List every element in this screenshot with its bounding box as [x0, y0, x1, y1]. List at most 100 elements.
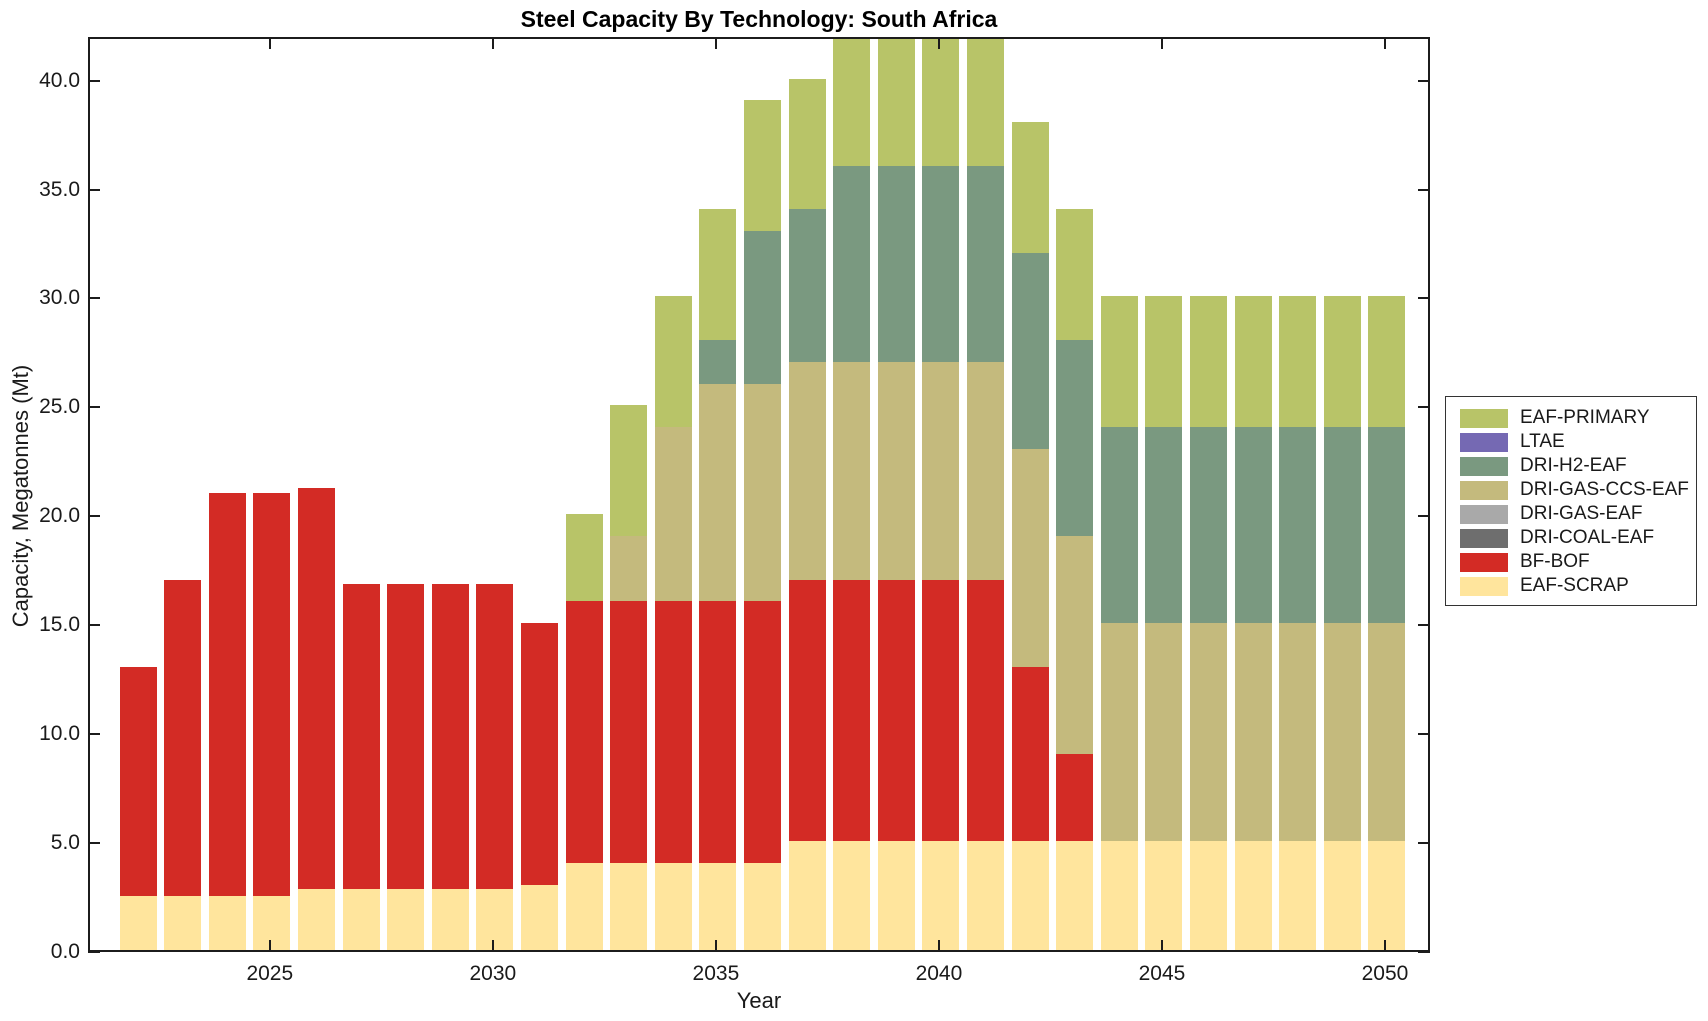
- bar-2039-BF-BOF: [877, 579, 915, 842]
- y-tick-left: [88, 79, 100, 82]
- y-tick-right: [1418, 297, 1430, 300]
- legend-row-DRI-GAS-CCS-EAF: DRI-GAS-CCS-EAF: [1446, 478, 1696, 502]
- bar-2033-EAF-PRIMARY: [610, 405, 648, 537]
- bar-2048-DRI-H2-EAF: [1279, 427, 1317, 624]
- bar-2033-EAF-SCRAP: [610, 862, 648, 950]
- bar-2040-DRI-H2-EAF: [922, 165, 960, 362]
- bar-2037-BF-BOF: [788, 579, 826, 842]
- bar-2037-DRI-H2-EAF: [788, 209, 826, 362]
- legend-swatch-DRI-GAS-EAF: [1460, 504, 1508, 524]
- bar-2028-BF-BOF: [387, 584, 425, 889]
- bar-2024-EAF-SCRAP: [208, 895, 246, 950]
- bar-2037-DRI-GAS-CCS-EAF: [788, 361, 826, 580]
- bar-2026-EAF-SCRAP: [297, 889, 335, 950]
- bar-2032-EAF-SCRAP: [565, 862, 603, 950]
- bar-2037-EAF-PRIMARY: [788, 78, 826, 210]
- bar-2029-BF-BOF: [431, 584, 469, 889]
- y-axis-label: Capacity, Megatonnes (Mt): [8, 364, 33, 628]
- bar-2025-BF-BOF: [253, 492, 291, 896]
- bar-2027-EAF-SCRAP: [342, 889, 380, 950]
- bar-2047-EAF-PRIMARY: [1234, 296, 1272, 428]
- chart-title: Steel Capacity By Technology: South Afri…: [520, 6, 998, 32]
- bar-2023-EAF-SCRAP: [164, 895, 202, 950]
- bar-2045-DRI-H2-EAF: [1145, 427, 1183, 624]
- bar-2031-BF-BOF: [520, 623, 558, 885]
- x-tick-bottom: [268, 940, 271, 952]
- bar-2041-EAF-PRIMARY: [967, 39, 1005, 166]
- bar-2046-DRI-H2-EAF: [1190, 427, 1228, 624]
- x-tick-top: [1160, 37, 1163, 49]
- bar-2041-DRI-GAS-CCS-EAF: [967, 361, 1005, 580]
- y-tick-left: [88, 297, 100, 300]
- bar-2032-EAF-PRIMARY: [565, 514, 603, 602]
- bar-2045-EAF-SCRAP: [1145, 841, 1183, 950]
- x-tick-label: 2025: [246, 962, 294, 985]
- bar-2042-EAF-PRIMARY: [1011, 122, 1049, 253]
- y-tick-right: [1418, 188, 1430, 191]
- bar-2047-DRI-GAS-CCS-EAF: [1234, 623, 1272, 842]
- legend-row-EAF-SCRAP: EAF-SCRAP: [1446, 574, 1696, 598]
- bar-2038-DRI-GAS-CCS-EAF: [833, 361, 871, 580]
- bar-2050-DRI-H2-EAF: [1368, 427, 1406, 624]
- y-tick-left: [88, 733, 100, 736]
- legend-row-EAF-PRIMARY: EAF-PRIMARY: [1446, 406, 1696, 430]
- bar-2026-BF-BOF: [297, 488, 335, 889]
- bar-2036-EAF-PRIMARY: [743, 100, 781, 232]
- y-tick-right: [1418, 79, 1430, 82]
- bar-2048-EAF-PRIMARY: [1279, 296, 1317, 428]
- bar-2043-DRI-H2-EAF: [1056, 340, 1094, 537]
- bar-2044-DRI-H2-EAF: [1100, 427, 1138, 624]
- x-tick-top: [268, 37, 271, 49]
- bar-2037-EAF-SCRAP: [788, 841, 826, 950]
- bar-2043-BF-BOF: [1056, 753, 1094, 842]
- bar-2035-EAF-PRIMARY: [699, 209, 737, 340]
- y-tick-label: 30.0: [39, 286, 80, 310]
- bar-2049-EAF-SCRAP: [1323, 841, 1361, 950]
- bar-2035-BF-BOF: [699, 601, 737, 863]
- x-tick-label: 2050: [1361, 962, 1409, 985]
- x-tick-label: 2035: [692, 962, 740, 985]
- bar-2050-EAF-SCRAP: [1368, 841, 1406, 950]
- x-tick-top: [491, 37, 494, 49]
- bar-2029-EAF-SCRAP: [431, 889, 469, 950]
- legend-label: EAF-SCRAP: [1520, 575, 1629, 596]
- bar-2042-EAF-SCRAP: [1011, 841, 1049, 950]
- y-tick-left: [88, 406, 100, 409]
- bar-2048-DRI-GAS-CCS-EAF: [1279, 623, 1317, 842]
- x-tick-bottom: [1383, 940, 1386, 952]
- bar-2042-DRI-H2-EAF: [1011, 252, 1049, 449]
- y-tick-label: 25.0: [39, 395, 80, 419]
- bar-2034-BF-BOF: [654, 601, 692, 863]
- bar-2047-EAF-SCRAP: [1234, 841, 1272, 950]
- y-tick-right: [1418, 733, 1430, 736]
- bar-2031-EAF-SCRAP: [520, 884, 558, 950]
- plot-area: [88, 37, 1430, 952]
- legend-label: BF-BOF: [1520, 551, 1590, 572]
- bar-2049-DRI-GAS-CCS-EAF: [1323, 623, 1361, 842]
- y-tick-label: 35.0: [39, 177, 80, 201]
- bar-2040-DRI-GAS-CCS-EAF: [922, 361, 960, 580]
- y-tick-left: [88, 951, 100, 953]
- legend-swatch-BF-BOF: [1460, 552, 1508, 572]
- x-tick-bottom: [714, 940, 717, 952]
- legend-swatch-EAF-PRIMARY: [1460, 408, 1508, 428]
- bar-2044-EAF-SCRAP: [1100, 841, 1138, 950]
- bar-2042-DRI-GAS-CCS-EAF: [1011, 448, 1049, 667]
- legend-label: DRI-H2-EAF: [1520, 455, 1627, 476]
- legend-swatch-DRI-GAS-CCS-EAF: [1460, 480, 1508, 500]
- x-tick-label: 2045: [1138, 962, 1186, 985]
- legend-row-DRI-H2-EAF: DRI-H2-EAF: [1446, 454, 1696, 478]
- bar-2022-EAF-SCRAP: [119, 895, 157, 950]
- bar-2046-EAF-PRIMARY: [1190, 296, 1228, 428]
- y-tick-label: 10.0: [39, 722, 80, 746]
- bar-2035-DRI-GAS-CCS-EAF: [699, 383, 737, 602]
- legend-label: LTAE: [1520, 431, 1565, 452]
- bar-2033-DRI-GAS-CCS-EAF: [610, 536, 648, 602]
- legend-swatch-LTAE: [1460, 432, 1508, 452]
- bar-2036-DRI-GAS-CCS-EAF: [743, 383, 781, 602]
- bar-2038-EAF-PRIMARY: [833, 39, 871, 166]
- bar-2047-DRI-H2-EAF: [1234, 427, 1272, 624]
- bar-2046-EAF-SCRAP: [1190, 841, 1228, 950]
- bar-2038-DRI-H2-EAF: [833, 165, 871, 362]
